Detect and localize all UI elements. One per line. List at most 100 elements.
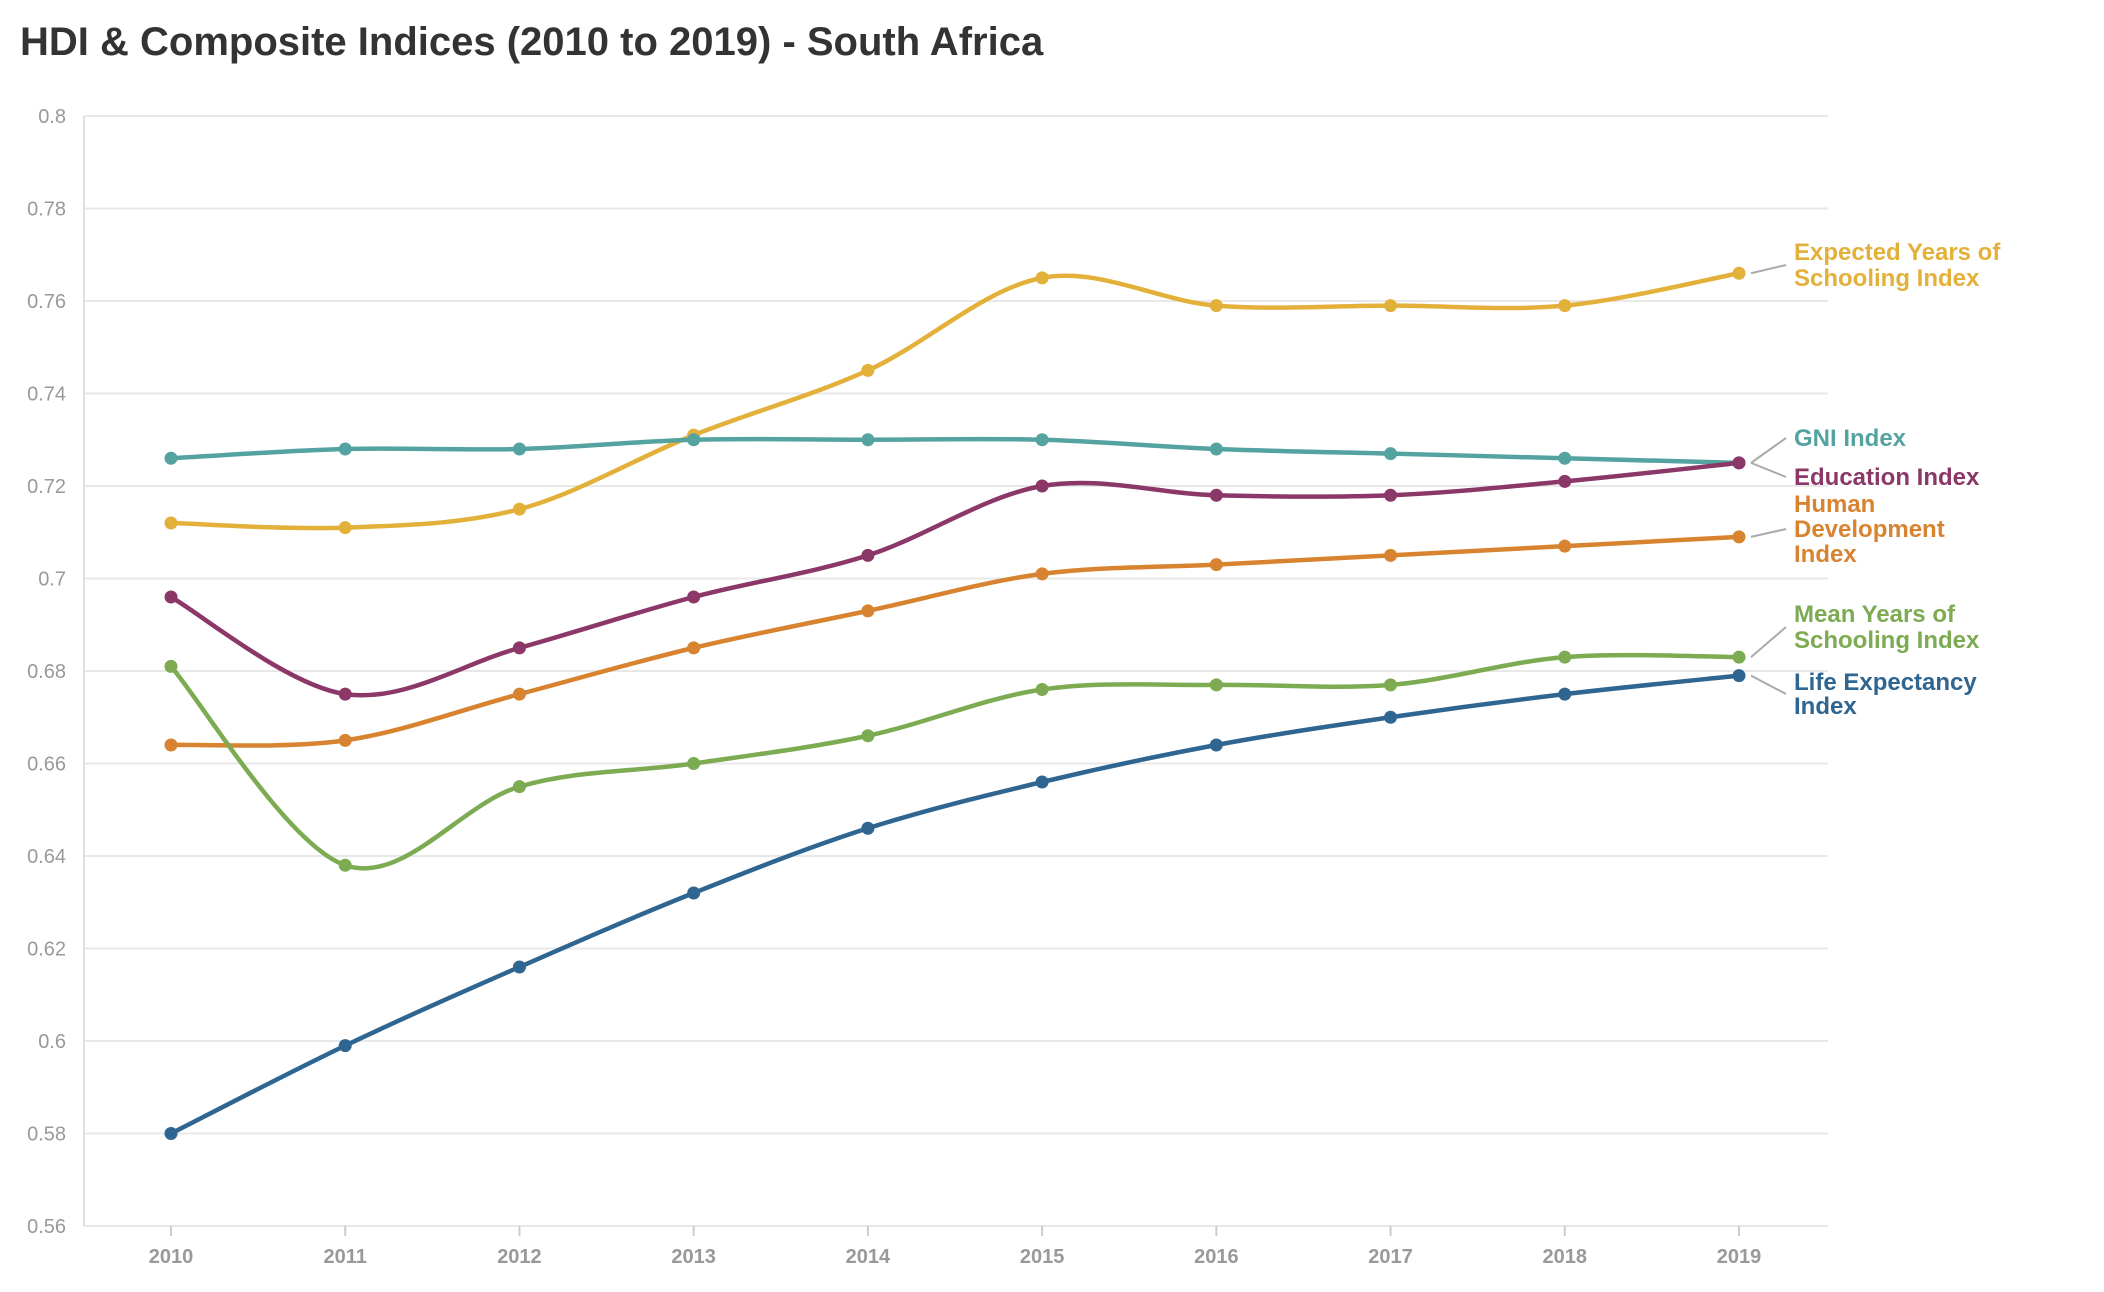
- label-connector: [1750, 674, 1787, 695]
- data-point: [164, 738, 178, 752]
- data-point: [1384, 548, 1398, 562]
- data-point: [1558, 539, 1572, 553]
- data-point: [512, 780, 526, 794]
- y-tick-label: 0.8: [38, 106, 66, 128]
- data-point: [1035, 271, 1049, 285]
- data-point: [861, 433, 875, 447]
- data-point: [1384, 447, 1398, 461]
- x-tick-label: 2015: [1020, 1246, 1065, 1268]
- series-line: [169, 652, 1740, 871]
- data-point: [1558, 451, 1572, 465]
- x-tick-label: 2014: [846, 1246, 891, 1268]
- series-line: [169, 460, 1740, 698]
- data-point: [1209, 558, 1223, 572]
- data-point: [1035, 433, 1049, 447]
- data-point: [1558, 687, 1572, 701]
- data-point: [1209, 442, 1223, 456]
- series-line: [169, 673, 1740, 1136]
- series-line: [170, 271, 1740, 531]
- x-tick-label: 2012: [497, 1246, 542, 1268]
- data-point: [1209, 678, 1223, 692]
- data-point: [164, 451, 178, 465]
- y-tick-label: 0.58: [27, 1124, 66, 1146]
- series-line: [170, 436, 1740, 466]
- y-tick-label: 0.6: [38, 1031, 66, 1053]
- x-tick-label: 2013: [671, 1246, 716, 1268]
- data-point: [861, 604, 875, 618]
- data-point: [687, 757, 701, 770]
- y-tick-label: 0.68: [27, 661, 66, 683]
- label-connector: [1750, 461, 1787, 478]
- x-tick-label: 2016: [1194, 1246, 1239, 1268]
- data-point: [512, 502, 526, 516]
- chart-title: HDI & Composite Indices (2010 to 2019) -…: [20, 20, 1044, 64]
- y-tick-label: 0.78: [27, 199, 66, 221]
- y-tick-label: 0.56: [27, 1216, 66, 1238]
- data-point: [1035, 567, 1049, 581]
- series-label: Expected Years of Schooling Index: [1794, 239, 2001, 292]
- data-point: [1558, 650, 1572, 664]
- data-point: [1732, 669, 1746, 683]
- y-tick-label: 0.74: [27, 384, 66, 406]
- data-point: [1035, 683, 1049, 696]
- data-point: [512, 687, 526, 701]
- data-point: [861, 821, 875, 835]
- data-point: [861, 548, 875, 562]
- data-point: [1035, 775, 1049, 789]
- series-label: GNI Index: [1794, 425, 1907, 452]
- y-tick-label: 0.72: [27, 476, 66, 498]
- data-point: [687, 641, 701, 655]
- data-point: [164, 659, 178, 673]
- data-point: [1035, 479, 1049, 493]
- data-point: [338, 733, 352, 747]
- data-point: [338, 442, 352, 456]
- data-point: [1384, 710, 1398, 724]
- data-point: [1732, 650, 1746, 664]
- data-point: [687, 886, 701, 900]
- data-point: [1384, 299, 1398, 313]
- data-point: [1209, 488, 1223, 502]
- x-tick-label: 2019: [1717, 1246, 1762, 1268]
- x-tick-label: 2018: [1543, 1246, 1588, 1268]
- data-point: [1732, 266, 1746, 280]
- y-tick-label: 0.66: [27, 754, 66, 776]
- series-line: [170, 534, 1740, 748]
- data-point: [164, 590, 178, 604]
- data-point: [164, 516, 178, 530]
- y-tick-label: 0.76: [27, 291, 66, 313]
- label-connector: [1750, 626, 1787, 658]
- y-tick-label: 0.62: [27, 939, 66, 961]
- series-label: Life Expectancy Index: [1794, 669, 1977, 720]
- label-connector: [1750, 528, 1787, 538]
- x-tick-label: 2017: [1368, 1246, 1413, 1268]
- data-point: [1732, 530, 1746, 544]
- data-point: [687, 590, 701, 604]
- y-tick-label: 0.7: [38, 569, 66, 591]
- data-point: [512, 641, 526, 655]
- data-point: [512, 442, 526, 456]
- data-point: [687, 433, 701, 447]
- data-point: [338, 687, 352, 701]
- series-label: Mean Years of Schooling Index: [1794, 601, 1980, 654]
- label-connector: [1750, 437, 1787, 464]
- x-tick-label: 2011: [324, 1246, 367, 1268]
- series-label: Education Index: [1794, 464, 1980, 491]
- data-point: [1732, 456, 1746, 470]
- data-point: [1384, 678, 1398, 692]
- data-point: [164, 1127, 178, 1140]
- data-point: [338, 521, 352, 535]
- data-point: [338, 1039, 352, 1053]
- data-point: [512, 960, 526, 974]
- label-connector: [1750, 264, 1787, 275]
- data-point: [1384, 488, 1398, 502]
- data-point: [1558, 299, 1572, 313]
- data-point: [861, 363, 875, 377]
- data-point: [861, 729, 875, 743]
- data-point: [1209, 738, 1223, 752]
- data-point: [1209, 299, 1223, 313]
- series-label: Human Development Index: [1794, 491, 1945, 568]
- x-tick-label: 2010: [149, 1246, 194, 1268]
- data-point: [338, 858, 352, 872]
- y-tick-label: 0.64: [27, 846, 66, 868]
